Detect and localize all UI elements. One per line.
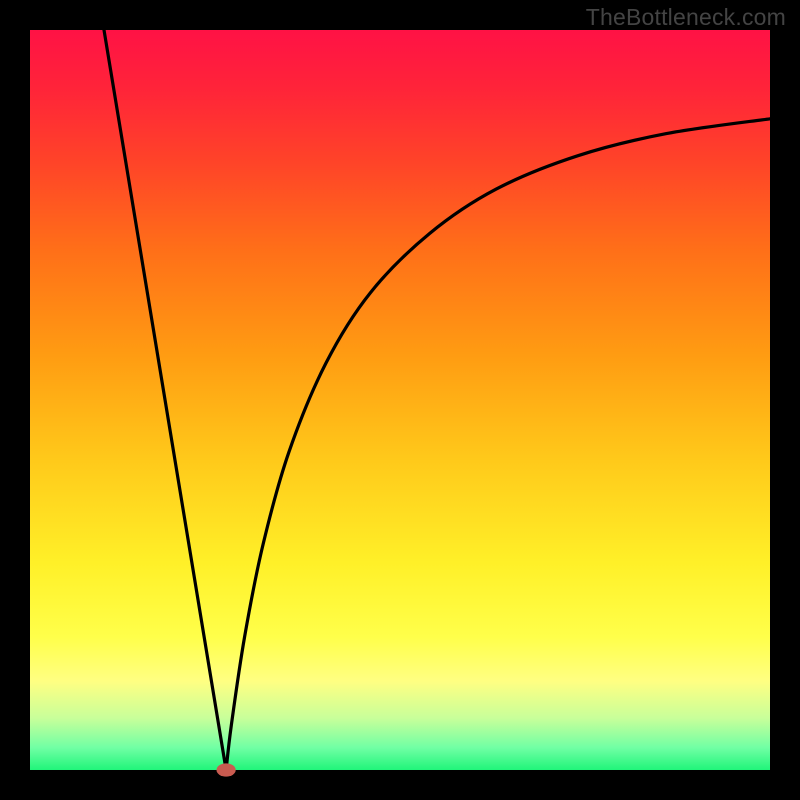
watermark-text: TheBottleneck.com: [586, 4, 786, 31]
optimal-point-marker: [216, 763, 235, 776]
bottleneck-chart: [0, 0, 800, 800]
plot-background: [30, 30, 770, 770]
chart-container: { "watermark": { "text": "TheBottleneck.…: [0, 0, 800, 800]
